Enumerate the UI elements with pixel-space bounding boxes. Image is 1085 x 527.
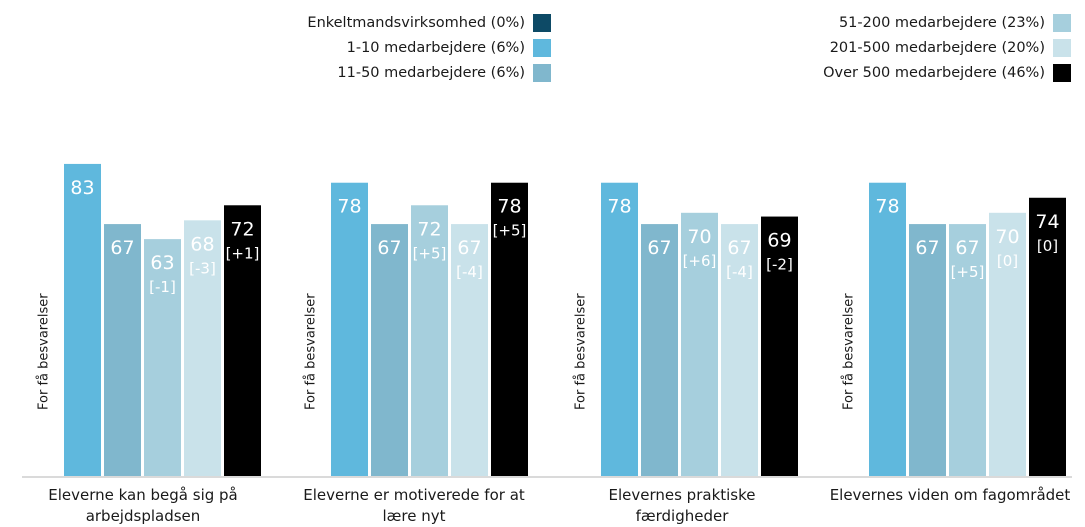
category-label: Eleverne kan begå sig på xyxy=(48,486,238,504)
bar xyxy=(224,205,261,476)
category-label: Eleverne er motiverede for at xyxy=(303,486,525,504)
data-label: 72 xyxy=(417,218,441,240)
bar xyxy=(371,224,408,476)
change-label: [-4] xyxy=(456,263,483,281)
bar xyxy=(989,212,1026,477)
change-label: [-3] xyxy=(189,259,216,277)
legend-label: Over 500 medarbejdere (46%) xyxy=(823,65,1045,81)
category-label: lære nyt xyxy=(383,507,446,525)
legend-label: 201-500 medarbejdere (20%) xyxy=(829,40,1045,56)
data-label: 67 xyxy=(955,237,979,259)
data-label: 63 xyxy=(150,252,174,274)
legend-label: Enkeltmandsvirksomhed (0%) xyxy=(307,15,525,31)
category-label: Elevernes viden om fagområdet xyxy=(830,486,1071,504)
bar xyxy=(601,182,638,476)
data-label: 68 xyxy=(190,233,214,255)
change-label: [0] xyxy=(1037,237,1058,255)
bar xyxy=(184,220,221,476)
change-label: [+5] xyxy=(413,244,447,262)
data-label: 78 xyxy=(607,196,631,218)
data-label: 74 xyxy=(1035,211,1059,233)
data-label: 67 xyxy=(457,237,481,259)
change-label: [+5] xyxy=(493,222,527,240)
data-label: 67 xyxy=(110,237,134,259)
data-label: 78 xyxy=(497,196,521,218)
bar xyxy=(411,205,448,476)
bar xyxy=(64,163,101,477)
category-label: arbejdspladsen xyxy=(86,507,201,525)
change-label: [+1] xyxy=(226,244,260,262)
legend-swatch xyxy=(533,39,551,57)
data-label: 78 xyxy=(337,196,361,218)
data-label: 70 xyxy=(687,226,711,248)
data-label: 67 xyxy=(377,237,401,259)
data-label: 67 xyxy=(647,237,671,259)
legend-label: 1-10 medarbejdere (6%) xyxy=(346,40,525,56)
legend-label: 11-50 medarbejdere (6%) xyxy=(337,65,525,81)
insufficient-responses-label: For få besvarelser xyxy=(37,293,52,410)
legend-label: 51-200 medarbejdere (23%) xyxy=(838,15,1045,31)
legend-swatch xyxy=(533,64,551,82)
change-label: [+6] xyxy=(683,252,717,270)
bar xyxy=(721,224,758,476)
category-label: Elevernes praktiske xyxy=(608,486,755,504)
change-label: [-4] xyxy=(726,263,753,281)
data-label: 69 xyxy=(767,230,791,252)
change-label: [-2] xyxy=(766,256,793,274)
change-label: [-1] xyxy=(149,278,176,296)
bar xyxy=(1029,197,1066,476)
legend-swatch xyxy=(1053,14,1071,32)
bar xyxy=(491,182,528,476)
insufficient-responses-label: For få besvarelser xyxy=(304,293,319,410)
bar xyxy=(104,224,141,476)
insufficient-responses-label: For få besvarelser xyxy=(574,293,589,410)
category-label: færdigheder xyxy=(636,507,730,525)
legend-swatch xyxy=(1053,64,1071,82)
bar xyxy=(761,216,798,476)
bar xyxy=(144,239,181,476)
bar xyxy=(331,182,368,476)
data-label: 70 xyxy=(995,226,1019,248)
data-label: 72 xyxy=(230,218,254,240)
bar xyxy=(949,224,986,476)
insufficient-responses-label: For få besvarelser xyxy=(842,293,857,410)
bar xyxy=(681,212,718,477)
bar xyxy=(451,224,488,476)
data-label: 83 xyxy=(70,177,94,199)
legend-swatch xyxy=(533,14,551,32)
bar xyxy=(909,224,946,476)
data-label: 78 xyxy=(875,196,899,218)
bar xyxy=(869,182,906,476)
change-label: [0] xyxy=(997,252,1018,270)
data-label: 67 xyxy=(915,237,939,259)
change-label: [+5] xyxy=(951,263,985,281)
data-label: 67 xyxy=(727,237,751,259)
bar xyxy=(641,224,678,476)
legend-swatch xyxy=(1053,39,1071,57)
